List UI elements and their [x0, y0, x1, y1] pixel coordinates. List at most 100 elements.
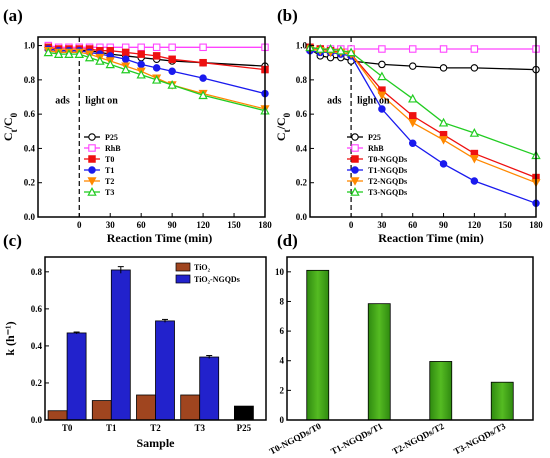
- series-line: [309, 48, 537, 71]
- y-axis-label: Ct/C0: [274, 112, 292, 141]
- x-axis-label: Sample: [136, 436, 175, 450]
- x-tick-label: P25: [237, 423, 252, 433]
- panel-a: (a) 0.0 0.2 0.4 0.6 0.8 1.0 0 30 60 90 120 150 180 Rea…: [1, 6, 272, 245]
- data-point: [168, 67, 176, 76]
- series-line: [309, 46, 537, 179]
- data-point: [168, 43, 176, 52]
- data-point: [408, 119, 418, 128]
- y-tick-label: 0.0: [296, 212, 308, 222]
- legend-marker: [350, 187, 360, 196]
- data-point: [168, 55, 176, 64]
- y-tick-label: 0.8: [31, 267, 43, 277]
- y-tick-label: 0.0: [24, 212, 36, 222]
- data-point: [137, 50, 145, 58]
- panel-d: (d) T0-NGQDs/T0 T1-NGQDs/T1 T2-NGQDs/T2 T3-N…: [268, 231, 534, 457]
- data-point: [137, 60, 145, 69]
- legend-marker: [88, 166, 96, 174]
- data-point: [199, 74, 207, 82]
- data-point: [152, 52, 161, 60]
- data-point: [469, 155, 479, 164]
- data-point: [408, 62, 417, 70]
- y-axis-label-part: t: [9, 129, 19, 132]
- plot-frame: [37, 36, 266, 218]
- data-point: [199, 58, 207, 67]
- y-tick-label: 0.8: [296, 75, 308, 85]
- legend-label: T1: [105, 166, 114, 175]
- bar: [429, 361, 453, 421]
- data-point: [439, 136, 449, 145]
- y-tick-label: 1.0: [296, 41, 308, 51]
- bar: [367, 303, 391, 421]
- bar-tio2-ngqds: [199, 356, 220, 421]
- legend-label: T2: [105, 177, 114, 186]
- x-tick-label: 120: [196, 220, 210, 230]
- bar-tio2-ngqds: [155, 320, 175, 421]
- plot-frame: [309, 36, 537, 218]
- data-point: [137, 43, 145, 52]
- panel-letter: (b): [277, 6, 298, 25]
- y-tick-label: 0.6: [24, 109, 36, 119]
- y-tick-label: 4: [280, 356, 285, 366]
- series-line: [309, 48, 537, 184]
- legend-label: T0: [105, 155, 114, 164]
- y-tick-label: 0.6: [31, 304, 43, 314]
- legend-label: P25: [105, 133, 118, 142]
- data-point: [470, 177, 479, 185]
- y-axis-label-part: 0: [282, 112, 292, 117]
- x-tick-label: 150: [227, 220, 241, 230]
- y-tick-label: 0.0: [31, 415, 43, 425]
- bar-tio2-ngqds: [66, 332, 87, 421]
- y-tick-label: 6: [280, 326, 285, 336]
- x-tick-label: T1-NGQDs/T1: [329, 421, 384, 457]
- plot-frame: [286, 256, 534, 421]
- data-point: [378, 45, 386, 53]
- data-point: [43, 47, 54, 57]
- y-axis-label-part: 0: [9, 112, 19, 117]
- y-tick-label: 0.4: [24, 143, 36, 153]
- data-point: [198, 90, 208, 100]
- bar-tio2-ngqds: [110, 269, 131, 421]
- panel-letter: (a): [3, 6, 23, 25]
- data-point: [199, 43, 207, 52]
- x-tick-label: 60: [137, 220, 147, 230]
- x-tick-label: T0-NGQDs/T0: [268, 421, 323, 457]
- y-tick-label: 0.4: [296, 143, 308, 153]
- data-point: [408, 45, 417, 53]
- x-axis-label: Reaction Time (min): [107, 231, 213, 245]
- y-axis-label-part: t: [282, 129, 292, 132]
- x-tick-label: 120: [468, 220, 482, 230]
- x-tick-label: 90: [168, 220, 178, 230]
- x-tick-label: 30: [377, 220, 387, 230]
- legend-label: P25: [368, 133, 381, 142]
- legend-label: RhB: [368, 144, 384, 153]
- data-point: [315, 44, 325, 53]
- bar: [306, 269, 330, 421]
- y-axis-label-part: /C: [1, 117, 15, 130]
- y-tick-label: 2: [280, 385, 285, 395]
- y-tick-label: 0: [280, 415, 285, 425]
- data-point: [439, 64, 448, 72]
- x-tick-label: T0: [62, 423, 73, 433]
- series-line: [309, 46, 537, 156]
- data-point: [121, 48, 130, 57]
- data-point: [74, 49, 84, 58]
- legend-marker: [87, 187, 97, 196]
- legend-label: T3-NGQDs: [368, 188, 407, 197]
- data-point: [136, 69, 146, 79]
- legend-label: T1-NGQDs: [368, 166, 407, 175]
- data-point: [53, 49, 64, 58]
- x-tick-label: 180: [529, 220, 543, 230]
- y-axis-label: Ct/C0: [1, 112, 19, 141]
- data-point: [336, 45, 346, 55]
- annotation-light-on: light on: [85, 96, 118, 107]
- panel-letter: (c): [3, 231, 22, 250]
- legend-label: T3: [105, 188, 114, 197]
- y-axis-label-part: C: [1, 132, 15, 141]
- y-tick-label: 0.2: [296, 178, 308, 188]
- x-axis-label: Reaction Time (min): [378, 231, 484, 245]
- panel-c: (c) T0 T1 T2 T3 P25 0.0 0.2 0.4 0.6 0.8 Sample k (h⁻…: [3, 231, 267, 450]
- x-tick-label: 90: [439, 220, 449, 230]
- legend-label: T0-NGQDs: [368, 155, 407, 164]
- legend-marker: [87, 177, 97, 186]
- data-point: [325, 44, 336, 53]
